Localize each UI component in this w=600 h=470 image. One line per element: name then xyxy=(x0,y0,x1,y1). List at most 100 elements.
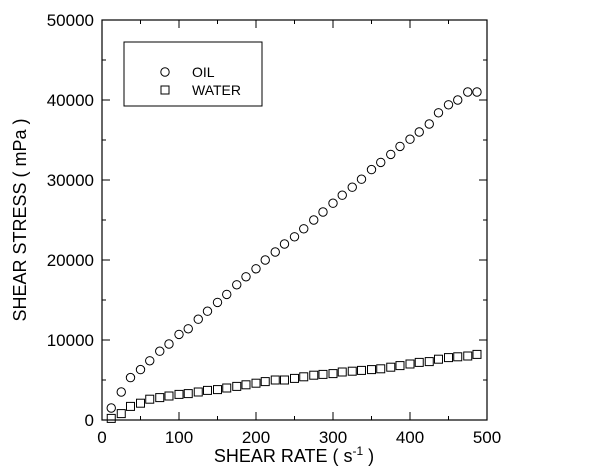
oil-data-point xyxy=(356,174,367,184)
water-data-point xyxy=(270,375,280,385)
water-data-point xyxy=(433,354,443,364)
data-markers xyxy=(106,87,482,423)
water-data-point xyxy=(241,380,251,390)
x-tick-label: 300 xyxy=(319,428,347,447)
water-data-point xyxy=(414,357,424,367)
water-data-point xyxy=(145,394,155,404)
water-data-point xyxy=(290,373,299,383)
water-data-point xyxy=(453,352,463,362)
water-data-point xyxy=(299,372,309,382)
oil-data-point xyxy=(174,329,184,340)
legend-box xyxy=(123,41,263,107)
water-data-point xyxy=(424,357,434,367)
y-tick-labels: 0 10000 20000 30000 40000 50000 xyxy=(47,11,94,430)
oil-data-point xyxy=(337,190,347,200)
axis-ticks xyxy=(101,19,488,421)
water-data-point xyxy=(444,353,453,363)
water-data-point xyxy=(232,381,242,391)
water-data-point xyxy=(193,387,203,397)
y-tick-label: 50000 xyxy=(47,11,94,30)
water-data-point xyxy=(260,377,270,387)
y-axis-label: SHEAR STRESS ( mPa ) xyxy=(10,118,30,321)
oil-data-point xyxy=(414,127,424,137)
water-data-point xyxy=(405,359,415,369)
oil-data-point xyxy=(270,247,280,257)
x-tick-label: 0 xyxy=(97,428,106,447)
water-data-point xyxy=(309,370,319,380)
water-data-point xyxy=(222,383,232,393)
x-tick-label: 100 xyxy=(165,428,193,447)
water-data-point xyxy=(213,385,222,395)
oil-data-point xyxy=(202,306,213,316)
oil-data-point xyxy=(155,346,165,356)
water-data-point xyxy=(251,378,261,388)
water-data-point xyxy=(116,409,126,419)
x-tick-label: 200 xyxy=(242,428,270,447)
oil-data-point xyxy=(366,164,377,175)
water-data-point xyxy=(174,389,184,399)
oil-data-point xyxy=(472,87,482,97)
y-tick-label: 30000 xyxy=(47,171,94,190)
oil-data-point xyxy=(424,119,434,129)
water-data-point xyxy=(328,369,338,379)
x-tick-label: 400 xyxy=(396,428,424,447)
oil-data-point xyxy=(279,239,290,249)
water-data-point xyxy=(164,391,174,401)
oil-data-point xyxy=(443,100,454,110)
water-data-point xyxy=(279,375,289,385)
oil-data-point xyxy=(376,157,386,168)
water-data-point xyxy=(376,364,386,374)
oil-data-point xyxy=(212,297,223,308)
oil-data-point xyxy=(386,149,396,160)
oil-data-point xyxy=(318,207,328,217)
oil-data-point xyxy=(405,134,415,144)
oil-data-point xyxy=(241,272,251,282)
legend-oil-marker xyxy=(160,67,170,77)
y-tick-label: 40000 xyxy=(47,91,94,110)
oil-data-point xyxy=(299,224,309,234)
y-tick-label: 20000 xyxy=(47,251,94,270)
x-tick-label: 500 xyxy=(473,428,501,447)
water-data-point xyxy=(136,398,145,408)
oil-data-point xyxy=(232,280,242,290)
x-tick-labels: 0 100 200 300 400 500 xyxy=(97,428,501,447)
water-data-point xyxy=(155,393,165,403)
water-data-point xyxy=(202,385,212,395)
water-data-point xyxy=(356,365,366,375)
water-data-point xyxy=(125,401,135,411)
oil-data-point xyxy=(463,87,473,97)
oil-data-point xyxy=(251,264,261,274)
oil-data-point xyxy=(453,95,463,105)
oil-data-point xyxy=(125,372,136,383)
legend-water-marker xyxy=(160,85,170,95)
oil-data-point xyxy=(222,289,232,300)
y-tick-label: 10000 xyxy=(47,331,94,350)
water-data-point xyxy=(472,349,482,359)
oil-data-point xyxy=(135,364,146,375)
oil-data-point xyxy=(395,141,405,152)
water-data-point xyxy=(106,413,116,423)
y-tick-label: 0 xyxy=(85,411,94,430)
oil-data-point xyxy=(116,387,126,397)
legend: OIL WATER xyxy=(123,41,263,107)
water-data-point xyxy=(347,366,357,376)
water-data-point xyxy=(183,389,193,399)
water-data-point xyxy=(367,365,376,375)
oil-data-point xyxy=(328,198,338,208)
oil-data-point xyxy=(183,324,193,334)
oil-data-point xyxy=(260,255,270,265)
oil-data-point xyxy=(309,215,319,225)
oil-data-point xyxy=(433,108,444,118)
oil-data-point xyxy=(193,314,203,324)
x-axis-label: SHEAR RATE ( s-1 ) xyxy=(214,444,374,466)
legend-oil-label: OIL xyxy=(192,64,215,80)
water-data-point xyxy=(395,361,405,371)
water-data-point xyxy=(463,351,473,361)
oil-data-point xyxy=(164,339,174,349)
oil-data-point xyxy=(106,403,116,413)
water-data-point xyxy=(337,367,347,377)
legend-water-label: WATER xyxy=(192,82,241,98)
water-data-point xyxy=(386,362,396,372)
water-data-point xyxy=(318,369,328,379)
